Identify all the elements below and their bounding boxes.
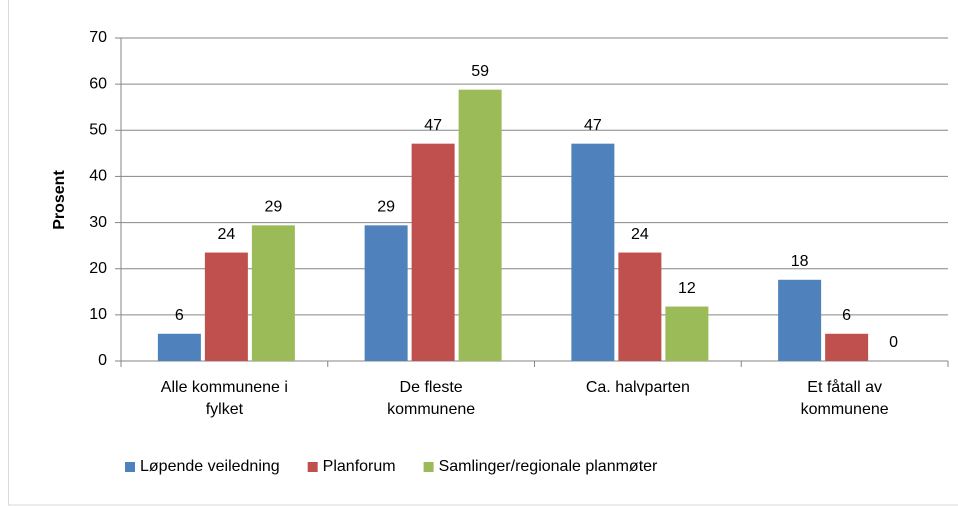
y-tick-label: 10 (89, 306, 107, 323)
y-tick-label: 40 (89, 168, 107, 185)
x-tick-label: Et fåtall av kommunene (800, 379, 889, 418)
value-label: 12 (678, 280, 696, 297)
value-label: 24 (217, 226, 235, 243)
value-label: 59 (471, 63, 489, 80)
chart-border (8, 0, 958, 506)
bar (825, 333, 869, 361)
bar (458, 89, 502, 362)
value-label: 29 (264, 199, 282, 216)
value-label: 0 (889, 334, 898, 351)
bar (411, 143, 455, 361)
bar (204, 252, 248, 361)
value-label: 24 (631, 226, 649, 243)
x-tick-label: Alle kommunene i fylket (160, 379, 288, 418)
legend-label: Samlinger/regionale planmøter (439, 458, 658, 475)
value-label: 47 (424, 117, 442, 134)
legend-swatch (307, 462, 318, 472)
y-tick-label: 0 (98, 352, 107, 369)
bar (157, 333, 201, 361)
legend-label: Planforum (323, 458, 396, 475)
value-label: 18 (791, 253, 809, 270)
y-tick-label: 30 (89, 214, 107, 231)
bar (251, 225, 295, 361)
legend-swatch (423, 462, 434, 472)
value-label: 29 (377, 199, 395, 216)
y-tick-label: 70 (89, 29, 107, 46)
bar (665, 306, 709, 361)
value-label: 6 (842, 307, 851, 324)
bar (618, 252, 662, 361)
bar (364, 225, 408, 361)
legend-swatch (125, 462, 135, 472)
value-label: 47 (584, 117, 602, 134)
value-label: 6 (175, 307, 184, 324)
y-tick-label: 50 (89, 122, 107, 139)
bar (778, 279, 822, 361)
y-axis-label: Prosent (51, 170, 68, 230)
y-tick-label: 20 (89, 260, 107, 277)
x-tick-label: Ca. halvparten (585, 379, 690, 396)
bar (571, 143, 615, 361)
x-tick-label: De fleste kommunene (387, 379, 476, 418)
legend-label: Løpende veiledning (140, 458, 280, 475)
y-tick-label: 60 (89, 75, 107, 92)
